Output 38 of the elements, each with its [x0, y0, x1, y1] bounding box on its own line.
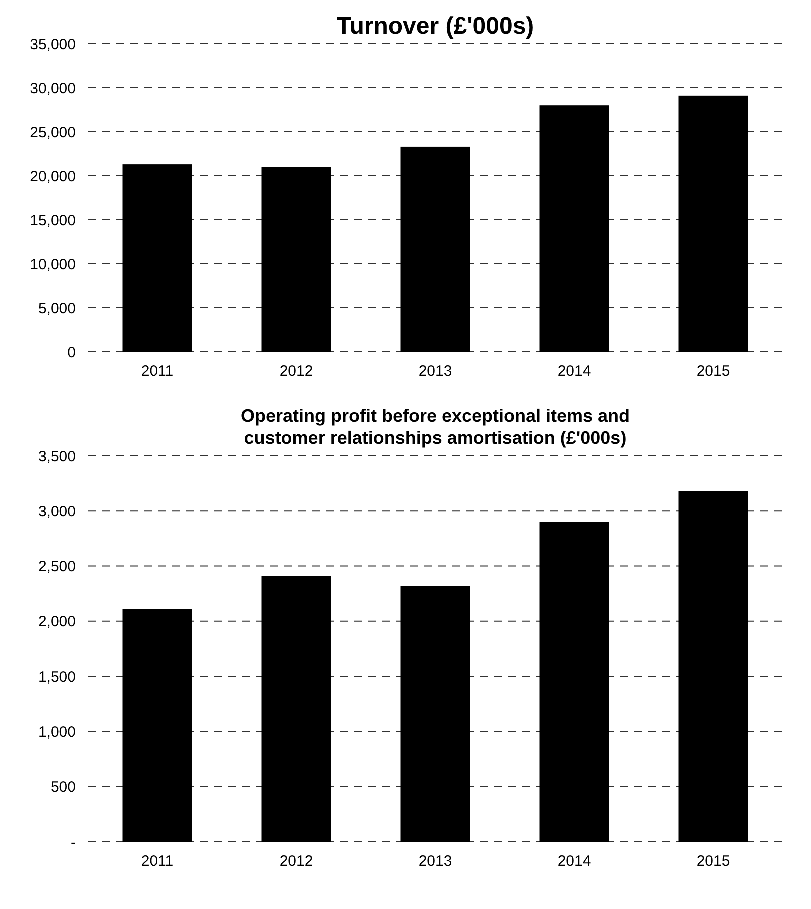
- x-tick-label: 2015: [696, 853, 730, 870]
- x-tick-label: 2012: [280, 363, 314, 380]
- x-tick-label: 2014: [558, 363, 592, 380]
- bar: [262, 576, 332, 842]
- bar: [400, 146, 470, 352]
- y-tick-label: -: [71, 834, 76, 852]
- bar: [678, 491, 748, 842]
- y-tick-label: 1,000: [38, 724, 76, 741]
- x-tick-label: 2013: [418, 853, 452, 870]
- y-tick-label: 10,000: [30, 256, 76, 274]
- bar: [540, 522, 610, 842]
- y-tick-label: 20,000: [30, 168, 76, 186]
- y-tick-label: 5,000: [38, 300, 76, 318]
- y-tick-label: 25,000: [30, 124, 76, 142]
- chart-title: Turnover (£'000s): [336, 13, 534, 40]
- bar: [400, 586, 470, 842]
- y-tick-label: 3,500: [38, 448, 76, 466]
- x-tick-label: 2012: [280, 853, 314, 870]
- x-tick-label: 2015: [696, 363, 730, 380]
- y-tick-label: 2,000: [38, 614, 76, 631]
- bar: [678, 96, 748, 352]
- y-tick-label: 1,500: [38, 668, 76, 686]
- x-tick-label: 2013: [418, 363, 452, 380]
- y-tick-label: 0: [68, 344, 76, 362]
- y-tick-label: 3,000: [38, 503, 76, 520]
- x-tick-label: 2011: [141, 363, 174, 380]
- bar: [262, 167, 332, 352]
- x-tick-label: 2014: [558, 853, 592, 870]
- bar: [122, 609, 192, 842]
- y-tick-label: 15,000: [30, 212, 76, 230]
- bar: [122, 164, 192, 352]
- y-tick-label: 30,000: [30, 80, 76, 98]
- y-tick-label: 500: [50, 779, 76, 796]
- chart-title: Operating profit before exceptional items and customer relationships amortisation (£'000s): [240, 406, 630, 448]
- y-tick-label: 35,000: [30, 36, 76, 54]
- x-tick-label: 2011: [141, 853, 174, 870]
- bar: [540, 106, 610, 352]
- y-tick-label: 2,500: [38, 558, 76, 576]
